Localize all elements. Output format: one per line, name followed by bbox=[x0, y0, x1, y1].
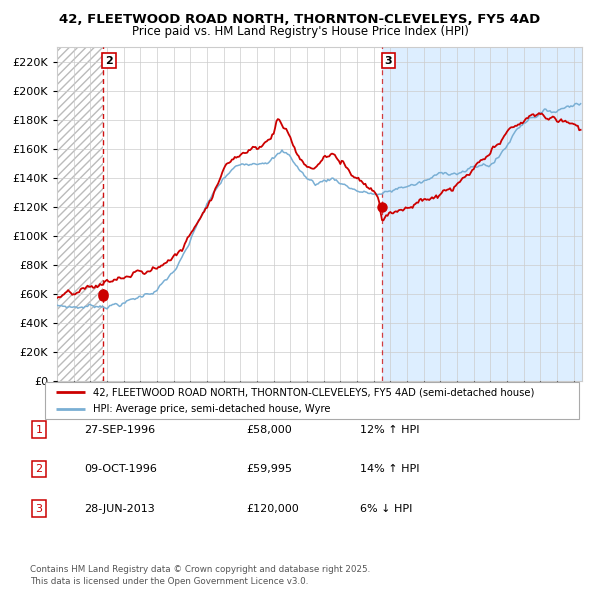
Text: 2: 2 bbox=[105, 55, 113, 65]
Text: £120,000: £120,000 bbox=[246, 504, 299, 513]
Text: 12% ↑ HPI: 12% ↑ HPI bbox=[360, 425, 419, 434]
Text: 6% ↓ HPI: 6% ↓ HPI bbox=[360, 504, 412, 513]
Bar bbox=[57, 47, 103, 381]
Text: Price paid vs. HM Land Registry's House Price Index (HPI): Price paid vs. HM Land Registry's House … bbox=[131, 25, 469, 38]
Text: 28-JUN-2013: 28-JUN-2013 bbox=[84, 504, 155, 513]
Text: 2: 2 bbox=[35, 464, 43, 474]
Text: 1: 1 bbox=[35, 425, 43, 434]
Text: 14% ↑ HPI: 14% ↑ HPI bbox=[360, 464, 419, 474]
Text: Contains HM Land Registry data © Crown copyright and database right 2025.
This d: Contains HM Land Registry data © Crown c… bbox=[30, 565, 370, 586]
Text: 3: 3 bbox=[35, 504, 43, 513]
Text: 27-SEP-1996: 27-SEP-1996 bbox=[84, 425, 155, 434]
Text: 3: 3 bbox=[385, 55, 392, 65]
Text: 09-OCT-1996: 09-OCT-1996 bbox=[84, 464, 157, 474]
FancyBboxPatch shape bbox=[45, 382, 579, 419]
Bar bbox=[382, 47, 582, 381]
Text: £59,995: £59,995 bbox=[246, 464, 292, 474]
Text: HPI: Average price, semi-detached house, Wyre: HPI: Average price, semi-detached house,… bbox=[93, 404, 331, 414]
Text: £58,000: £58,000 bbox=[246, 425, 292, 434]
Text: 42, FLEETWOOD ROAD NORTH, THORNTON-CLEVELEYS, FY5 4AD: 42, FLEETWOOD ROAD NORTH, THORNTON-CLEVE… bbox=[59, 13, 541, 26]
Bar bbox=[57, 47, 103, 381]
Text: 42, FLEETWOOD ROAD NORTH, THORNTON-CLEVELEYS, FY5 4AD (semi-detached house): 42, FLEETWOOD ROAD NORTH, THORNTON-CLEVE… bbox=[93, 387, 535, 397]
